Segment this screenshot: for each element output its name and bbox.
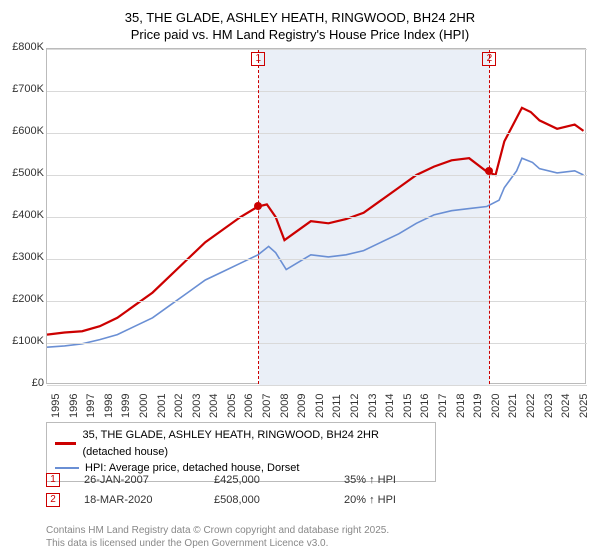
x-tick-label: 2015	[402, 394, 414, 418]
x-tick-label: 2005	[226, 394, 238, 418]
x-tick-label: 2009	[296, 394, 308, 418]
x-tick-label: 2010	[314, 394, 326, 418]
marker-number-box: 1	[251, 52, 265, 66]
x-tick-label: 2003	[191, 394, 203, 418]
x-tick-label: 2025	[578, 394, 590, 418]
x-tick-label: 2014	[384, 394, 396, 418]
sale-marker-num: 1	[46, 473, 60, 487]
x-tick-label: 2000	[138, 394, 150, 418]
legend-swatch-2	[55, 467, 79, 469]
title-line-1: 35, THE GLADE, ASHLEY HEATH, RINGWOOD, B…	[10, 10, 590, 27]
x-tick-label: 2012	[349, 394, 361, 418]
x-tick-label: 2006	[243, 394, 255, 418]
y-tick-label: £0	[0, 377, 44, 389]
legend-label-1: 35, THE GLADE, ASHLEY HEATH, RINGWOOD, B…	[82, 427, 427, 460]
x-tick-label: 1999	[120, 394, 132, 418]
y-tick-label: £500K	[0, 167, 44, 179]
sale-price: £425,000	[214, 474, 344, 486]
marker-number-box: 2	[482, 52, 496, 66]
y-tick-label: £700K	[0, 83, 44, 95]
sale-date: 26-JAN-2007	[84, 474, 214, 486]
y-tick-label: £100K	[0, 335, 44, 347]
x-tick-label: 2022	[525, 394, 537, 418]
x-tick-label: 2016	[419, 394, 431, 418]
plot-area	[46, 48, 586, 384]
attribution-line-1: Contains HM Land Registry data © Crown c…	[46, 524, 389, 537]
chart-container: 35, THE GLADE, ASHLEY HEATH, RINGWOOD, B…	[0, 0, 600, 560]
y-tick-label: £600K	[0, 125, 44, 137]
x-tick-label: 1998	[103, 394, 115, 418]
x-tick-label: 2020	[490, 394, 502, 418]
x-tick-label: 2024	[560, 394, 572, 418]
marker-guideline	[258, 50, 259, 384]
sale-date: 18-MAR-2020	[84, 494, 214, 506]
y-tick-label: £400K	[0, 209, 44, 221]
x-tick-label: 2018	[455, 394, 467, 418]
x-tick-label: 1997	[85, 394, 97, 418]
series-line-hpi	[47, 158, 583, 347]
x-tick-label: 2011	[331, 394, 343, 418]
y-tick-label: £800K	[0, 41, 44, 53]
sale-row: 2 18-MAR-2020£508,00020% ↑ HPI	[46, 490, 396, 510]
y-tick-label: £300K	[0, 251, 44, 263]
x-tick-label: 1995	[50, 394, 62, 418]
sale-price: £508,000	[214, 494, 344, 506]
sale-row: 1 26-JAN-2007£425,00035% ↑ HPI	[46, 470, 396, 490]
marker-dot	[254, 202, 262, 210]
legend-swatch-1	[55, 442, 76, 444]
attribution-text: Contains HM Land Registry data © Crown c…	[46, 524, 389, 550]
legend-row-1: 35, THE GLADE, ASHLEY HEATH, RINGWOOD, B…	[55, 427, 427, 460]
x-tick-label: 2007	[261, 394, 273, 418]
x-tick-label: 2021	[507, 394, 519, 418]
y-tick-label: £200K	[0, 293, 44, 305]
x-tick-label: 2001	[156, 394, 168, 418]
x-tick-label: 2013	[367, 394, 379, 418]
x-tick-label: 2008	[279, 394, 291, 418]
sale-marker-num: 2	[46, 493, 60, 507]
sale-data-rows: 1 26-JAN-2007£425,00035% ↑ HPI 2 18-MAR-202…	[46, 470, 396, 510]
x-tick-label: 2004	[208, 394, 220, 418]
title-line-2: Price paid vs. HM Land Registry's House …	[10, 27, 590, 44]
attribution-line-2: This data is licensed under the Open Gov…	[46, 537, 389, 550]
chart-title-block: 35, THE GLADE, ASHLEY HEATH, RINGWOOD, B…	[0, 0, 600, 48]
x-tick-label: 2019	[472, 394, 484, 418]
marker-guideline	[489, 50, 490, 384]
sale-pct-vs-hpi: 35% ↑ HPI	[344, 474, 396, 486]
x-tick-label: 2002	[173, 394, 185, 418]
x-tick-label: 2017	[437, 394, 449, 418]
x-tick-label: 1996	[68, 394, 80, 418]
sale-pct-vs-hpi: 20% ↑ HPI	[344, 494, 396, 506]
x-tick-label: 2023	[543, 394, 555, 418]
